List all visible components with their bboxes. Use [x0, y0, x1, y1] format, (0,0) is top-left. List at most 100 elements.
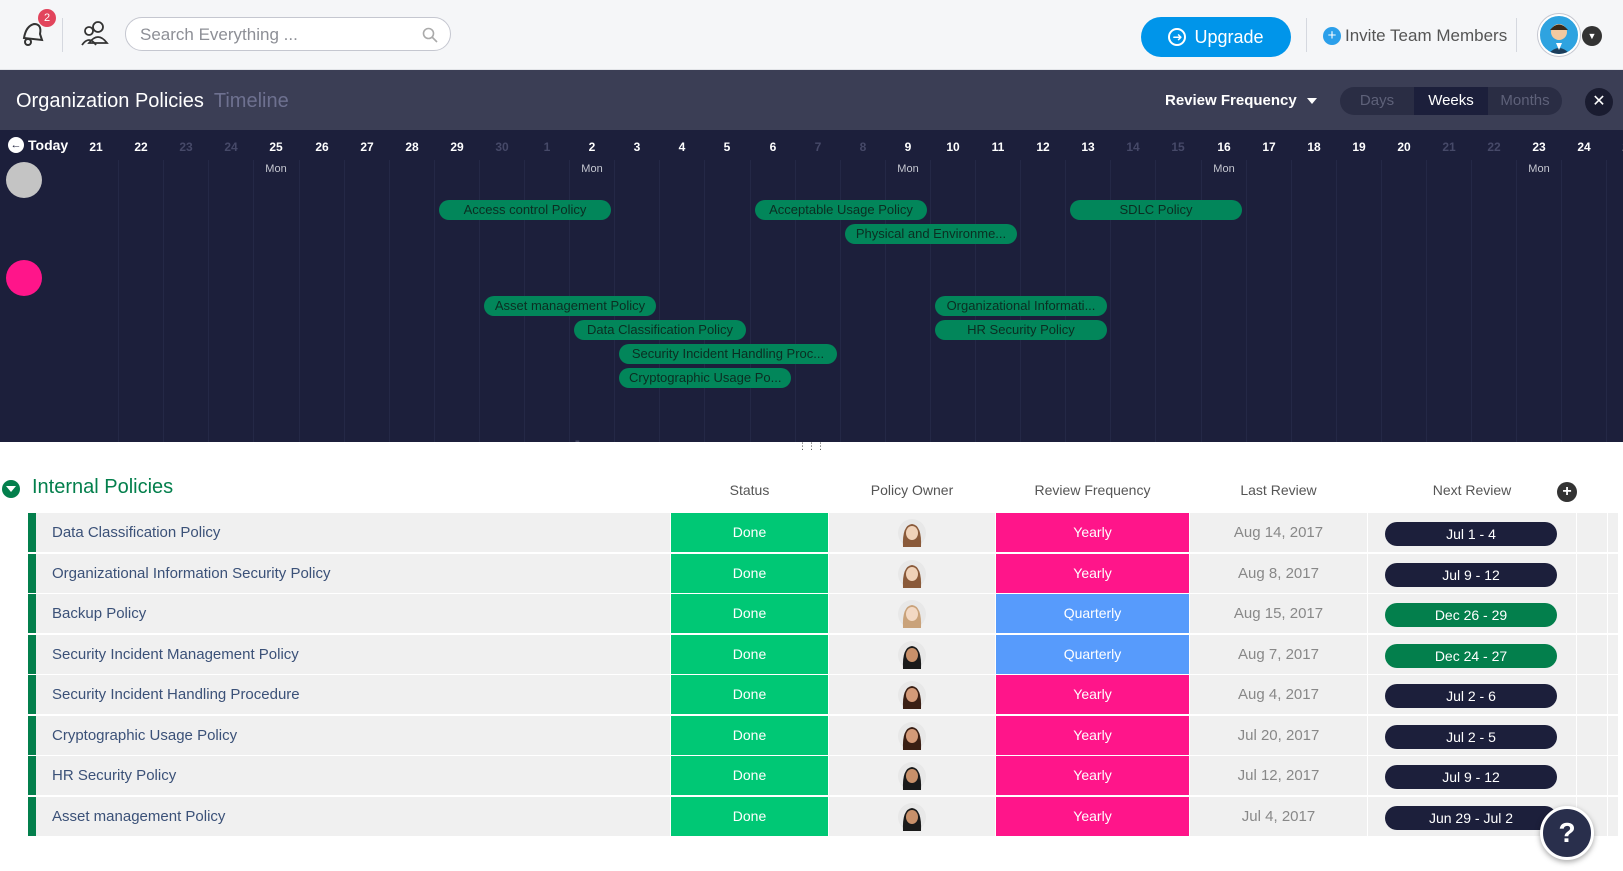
last-review-cell[interactable]: Jul 20, 2017 — [1190, 715, 1367, 755]
review-frequency-cell[interactable]: Yearly — [996, 756, 1189, 795]
status-cell[interactable]: Done — [671, 715, 828, 755]
review-frequency-cell[interactable]: Yearly — [996, 715, 1189, 755]
next-review-cell[interactable]: Jul 2 - 5 — [1368, 715, 1576, 755]
last-review-cell[interactable]: Jul 4, 2017 — [1190, 796, 1367, 836]
policy-owner-cell[interactable] — [829, 594, 995, 633]
next-review-cell[interactable]: Jul 9 - 12 — [1368, 756, 1576, 795]
next-review-cell[interactable]: Dec 24 - 27 — [1368, 634, 1576, 674]
policy-owner-cell[interactable] — [829, 756, 995, 795]
policy-name-cell[interactable]: Data Classification Policy — [36, 513, 670, 552]
last-review-cell[interactable]: Aug 14, 2017 — [1190, 513, 1367, 552]
help-button[interactable]: ? — [1540, 806, 1594, 860]
group-marker[interactable] — [6, 260, 42, 296]
user-avatar[interactable] — [1538, 14, 1580, 56]
owner-avatar — [898, 559, 926, 588]
status-cell[interactable]: Done — [671, 796, 828, 836]
grid-line — [208, 160, 209, 442]
policy-name-cell[interactable]: Security Incident Handling Procedure — [36, 675, 670, 714]
policy-name-cell[interactable]: Backup Policy — [36, 594, 670, 633]
timeline-bar[interactable]: HR Security Policy — [935, 320, 1107, 340]
last-review-cell[interactable]: Aug 8, 2017 — [1190, 553, 1367, 593]
review-frequency-cell[interactable]: Quarterly — [996, 634, 1189, 674]
scale-option-weeks[interactable]: Weeks — [1414, 87, 1488, 115]
scale-toggle: Days Weeks Months — [1340, 87, 1562, 115]
last-review-cell[interactable]: Aug 4, 2017 — [1190, 675, 1367, 714]
group-title[interactable]: Internal Policies — [32, 476, 174, 498]
search-input[interactable] — [140, 25, 410, 45]
timeline-bar[interactable]: Security Incident Handling Proc... — [619, 344, 837, 364]
day-label: 22 — [134, 140, 148, 154]
day-label: 28 — [405, 140, 419, 154]
next-review-cell[interactable]: Dec 26 - 29 — [1368, 594, 1576, 633]
resize-handle[interactable]: ⋮⋮⋮ — [0, 442, 1623, 454]
day-label: 4 — [678, 140, 686, 154]
invite-team-members-button[interactable]: + Invite Team Members — [1323, 24, 1507, 48]
group-marker[interactable] — [6, 162, 42, 198]
status-cell[interactable]: Done — [671, 756, 828, 795]
next-review-cell[interactable]: Jul 9 - 12 — [1368, 553, 1576, 593]
review-frequency-cell[interactable]: Yearly — [996, 796, 1189, 836]
group-by-dropdown[interactable]: Review Frequency — [1165, 92, 1317, 109]
notifications-bell-icon[interactable] — [16, 16, 48, 48]
last-review-cell[interactable]: Aug 15, 2017 — [1190, 594, 1367, 633]
timeline-bar[interactable]: Organizational Informati... — [935, 296, 1107, 316]
policy-name-cell[interactable]: Organizational Information Security Poli… — [36, 553, 670, 593]
column-header-last-review[interactable]: Last Review — [1240, 482, 1317, 498]
timeline-pill: Dec 24 - 27 — [1385, 643, 1557, 668]
policy-name-cell[interactable]: Asset management Policy — [36, 796, 670, 836]
status-cell[interactable]: Done — [671, 513, 828, 552]
column-header-frequency[interactable]: Review Frequency — [1034, 482, 1151, 498]
column-header-owner[interactable]: Policy Owner — [870, 482, 954, 498]
today-button[interactable]: ← Today — [8, 137, 68, 153]
next-review-cell[interactable]: Jul 1 - 4 — [1368, 513, 1576, 552]
scale-option-days[interactable]: Days — [1359, 92, 1395, 109]
day-label: 20 — [1397, 140, 1411, 154]
close-icon[interactable]: ✕ — [1585, 88, 1613, 116]
status-cell[interactable]: Done — [671, 594, 828, 633]
policy-owner-cell[interactable] — [829, 715, 995, 755]
timeline-bar[interactable]: Physical and Environme... — [845, 224, 1017, 244]
last-review-cell[interactable]: Jul 12, 2017 — [1190, 756, 1367, 795]
status-cell[interactable]: Done — [671, 553, 828, 593]
next-review-cell[interactable]: Jul 2 - 6 — [1368, 675, 1576, 714]
scale-option-months[interactable]: Months — [1500, 92, 1550, 109]
table-row: Organizational Information Security Poli… — [28, 553, 1618, 594]
last-review-cell[interactable]: Aug 7, 2017 — [1190, 634, 1367, 674]
view-name: Timeline — [213, 90, 289, 112]
policy-owner-cell[interactable] — [829, 553, 995, 593]
timeline-bar[interactable]: Acceptable Usage Policy — [755, 200, 927, 220]
day-label: 13 — [1081, 140, 1095, 154]
status-cell[interactable]: Done — [671, 675, 828, 714]
review-frequency-cell[interactable]: Yearly — [996, 513, 1189, 552]
review-frequency-cell[interactable]: Yearly — [996, 553, 1189, 593]
collapse-group-icon[interactable] — [2, 480, 20, 498]
timeline-bar[interactable]: Asset management Policy — [484, 296, 656, 316]
search-icon[interactable] — [422, 27, 438, 43]
timeline-bar[interactable]: Data Classification Policy — [574, 320, 746, 340]
grid-line — [1246, 160, 1247, 442]
policy-name-cell[interactable]: Cryptographic Usage Policy — [36, 715, 670, 755]
grid-line — [704, 160, 705, 442]
review-frequency-cell[interactable]: Yearly — [996, 675, 1189, 714]
policy-owner-cell[interactable] — [829, 796, 995, 836]
back-arrow-icon: ← — [8, 137, 24, 153]
status-cell[interactable]: Done — [671, 634, 828, 674]
policy-owner-cell[interactable] — [829, 675, 995, 714]
chevron-down-icon[interactable]: ▼ — [1582, 26, 1602, 46]
timeline-bar[interactable]: SDLC Policy — [1070, 200, 1242, 220]
add-column-icon[interactable]: + — [1557, 482, 1577, 502]
column-header-status[interactable]: Status — [729, 482, 770, 498]
upgrade-button[interactable]: ➜ Upgrade — [1141, 17, 1291, 57]
policy-owner-cell[interactable] — [829, 513, 995, 552]
policy-name-cell[interactable]: Security Incident Management Policy — [36, 634, 670, 674]
review-frequency-cell[interactable]: Quarterly — [996, 594, 1189, 633]
timeline-bar[interactable]: Cryptographic Usage Po... — [619, 368, 791, 388]
timeline-pill: Dec 26 - 29 — [1385, 603, 1557, 627]
grid-line — [1606, 160, 1607, 442]
column-header-next-review[interactable]: Next Review — [1432, 482, 1512, 498]
policy-owner-cell[interactable] — [829, 634, 995, 674]
next-review-cell[interactable]: Jun 29 - Jul 2 — [1368, 796, 1576, 836]
timeline-bar[interactable]: Access control Policy — [439, 200, 611, 220]
policy-name-cell[interactable]: HR Security Policy — [36, 756, 670, 795]
people-icon[interactable] — [80, 18, 110, 48]
